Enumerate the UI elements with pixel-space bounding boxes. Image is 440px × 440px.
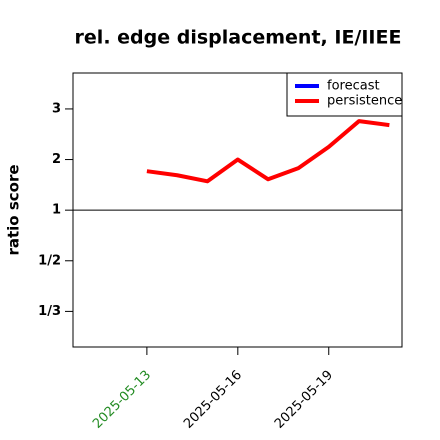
legend-label: persistence bbox=[327, 94, 402, 109]
y-tick-label: 1 bbox=[52, 203, 61, 218]
legend-label: forecast bbox=[327, 79, 380, 94]
series-line bbox=[146, 119, 390, 184]
chart-title: rel. edge displacement, IE/IIEE bbox=[75, 27, 402, 49]
y-axis-label: ratio score bbox=[5, 164, 23, 255]
x-tick-label: 2025-05-19 bbox=[272, 368, 336, 432]
y-tick-label: 3 bbox=[52, 101, 61, 116]
y-tick-label: 1/2 bbox=[38, 253, 61, 268]
x-tick-label: 2025-05-13 bbox=[90, 368, 154, 432]
y-tick-label: 1/3 bbox=[38, 304, 61, 319]
x-tick-label: 2025-05-16 bbox=[181, 368, 245, 432]
y-tick-label: 2 bbox=[52, 152, 61, 167]
legend-box bbox=[286, 72, 403, 117]
